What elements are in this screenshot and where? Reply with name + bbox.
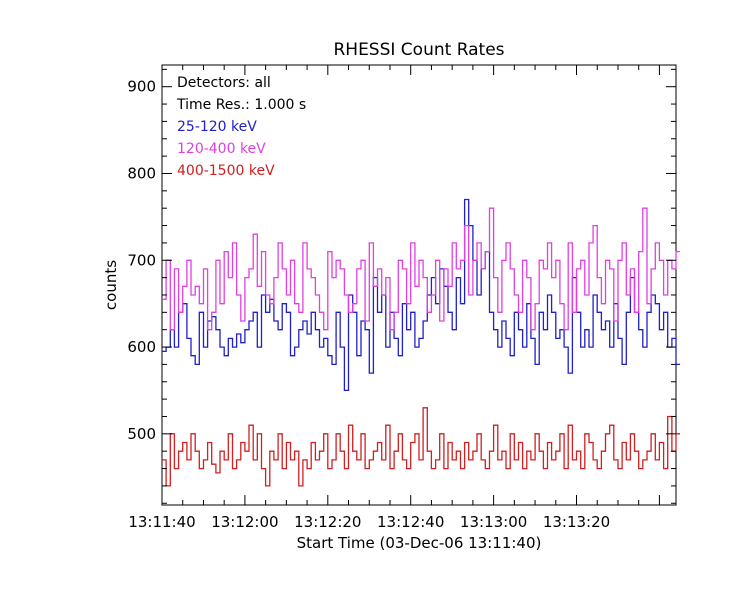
y-axis-label: counts	[102, 260, 120, 310]
x-axis-ticks: 13:11:40 13:12:00 13:12:20 13:12:40 13:13:00…	[128, 65, 660, 531]
legend-entry-1: 25-120 keV	[177, 119, 257, 135]
series-layer	[162, 198, 681, 487]
chart-title: RHESSI Count Rates	[333, 40, 504, 60]
y-tick-label: 900	[127, 78, 156, 96]
y-axis-ticks: 500 600 700 800 900	[127, 68, 676, 504]
y-tick-label: 600	[127, 338, 156, 356]
legend: 25-120 keV 120-400 keV 400-1500 keV	[177, 119, 275, 179]
y-tick-label: 500	[127, 425, 156, 443]
x-tick-label: 13:13:20	[543, 513, 610, 531]
x-axis-label: Start Time (03-Dec-06 13:11:40)	[297, 534, 542, 552]
plot-frame	[161, 64, 677, 506]
x-tick-label: 13:11:40	[128, 513, 195, 531]
x-tick-label: 13:13:00	[460, 513, 527, 531]
legend-entry-2: 120-400 keV	[177, 141, 266, 157]
x-tick-label: 13:12:00	[211, 513, 278, 531]
x-tick-label: 13:12:40	[377, 513, 444, 531]
y-tick-label: 800	[127, 164, 156, 182]
legend-entry-3: 400-1500 keV	[177, 163, 275, 179]
annotation-block: Detectors: all Time Res.: 1.000 s	[176, 75, 306, 113]
series-line-3	[162, 407, 681, 487]
series-line-2	[162, 207, 681, 331]
annotation-time-res: Time Res.: 1.000 s	[176, 97, 306, 113]
y-tick-label: 700	[127, 251, 156, 269]
x-tick-label: 13:12:20	[294, 513, 361, 531]
series-line-1	[162, 198, 681, 392]
annotation-detectors: Detectors: all	[177, 75, 271, 91]
